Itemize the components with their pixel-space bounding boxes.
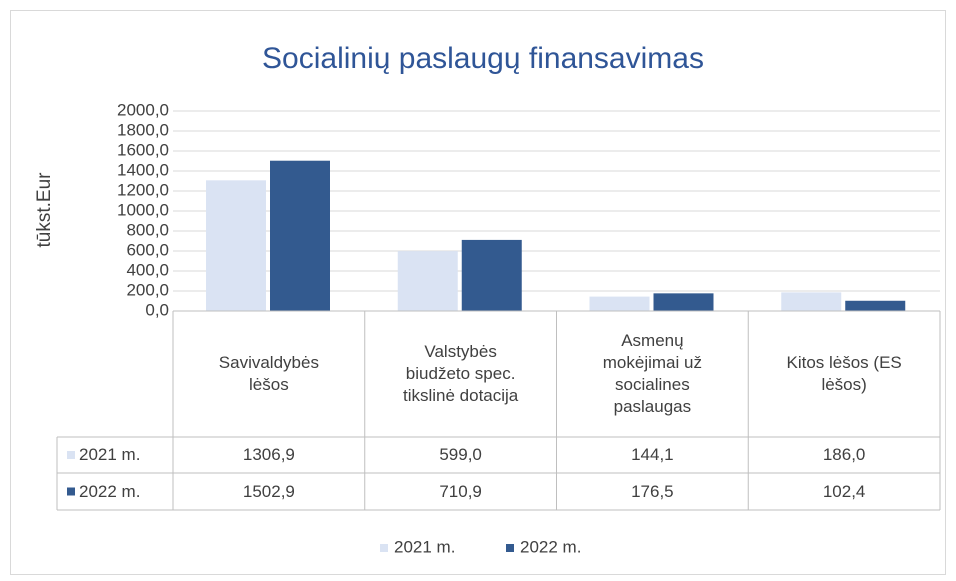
- y-tick-label: 0,0: [145, 300, 169, 319]
- bar: [461, 239, 522, 311]
- table-value: 102,4: [822, 481, 866, 501]
- legend-key: [506, 544, 514, 552]
- y-axis-label: tūkst.Eur: [34, 172, 55, 248]
- category-label: Savivaldybės lėšos: [218, 353, 319, 394]
- category-label: Kitos lėšos (ES lėšos): [786, 353, 902, 394]
- table-value: 176,5: [631, 481, 674, 501]
- legend-label: 2021 m.: [394, 537, 455, 556]
- bar: [397, 251, 458, 311]
- table-value: 1306,9: [242, 445, 295, 464]
- y-tick-label: 1400,0: [117, 160, 169, 179]
- y-tick-label: 400,0: [126, 260, 169, 279]
- bar: [270, 160, 330, 311]
- y-tick-label: 800,0: [126, 220, 169, 239]
- bar: [781, 292, 842, 311]
- y-tick-label: 1200,0: [117, 180, 169, 199]
- y-tick-label: 1800,0: [117, 120, 169, 139]
- legend-key: [380, 544, 388, 552]
- bar: [589, 296, 650, 311]
- bar: [653, 293, 714, 311]
- y-tick-label: 1000,0: [117, 200, 169, 219]
- series-name: 2022 m.: [79, 481, 141, 501]
- bar: [206, 180, 266, 311]
- y-tick-label: 200,0: [126, 280, 169, 299]
- legend-key: [67, 487, 75, 496]
- table-value: 144,1: [631, 445, 674, 464]
- category-label: Valstybės biudžeto spec. tikslinė dotaci…: [402, 342, 519, 405]
- series-name: 2021 m.: [79, 445, 141, 464]
- y-tick-label: 1600,0: [117, 140, 169, 159]
- table-value: 599,0: [439, 445, 482, 464]
- legend-label: 2022 m.: [520, 537, 581, 556]
- legend-key: [67, 451, 75, 459]
- chart-title: Socialinių paslaugų finansavimas: [262, 42, 704, 75]
- table-value: 710,9: [439, 481, 482, 501]
- y-tick-label: 2000,0: [117, 100, 169, 119]
- table-value: 186,0: [822, 445, 866, 464]
- bar: [845, 300, 906, 311]
- y-tick-label: 600,0: [126, 240, 169, 259]
- category-label: Asmenų mokėjimai už socialines paslaugas: [602, 331, 702, 416]
- table-value: 1502,9: [242, 481, 295, 501]
